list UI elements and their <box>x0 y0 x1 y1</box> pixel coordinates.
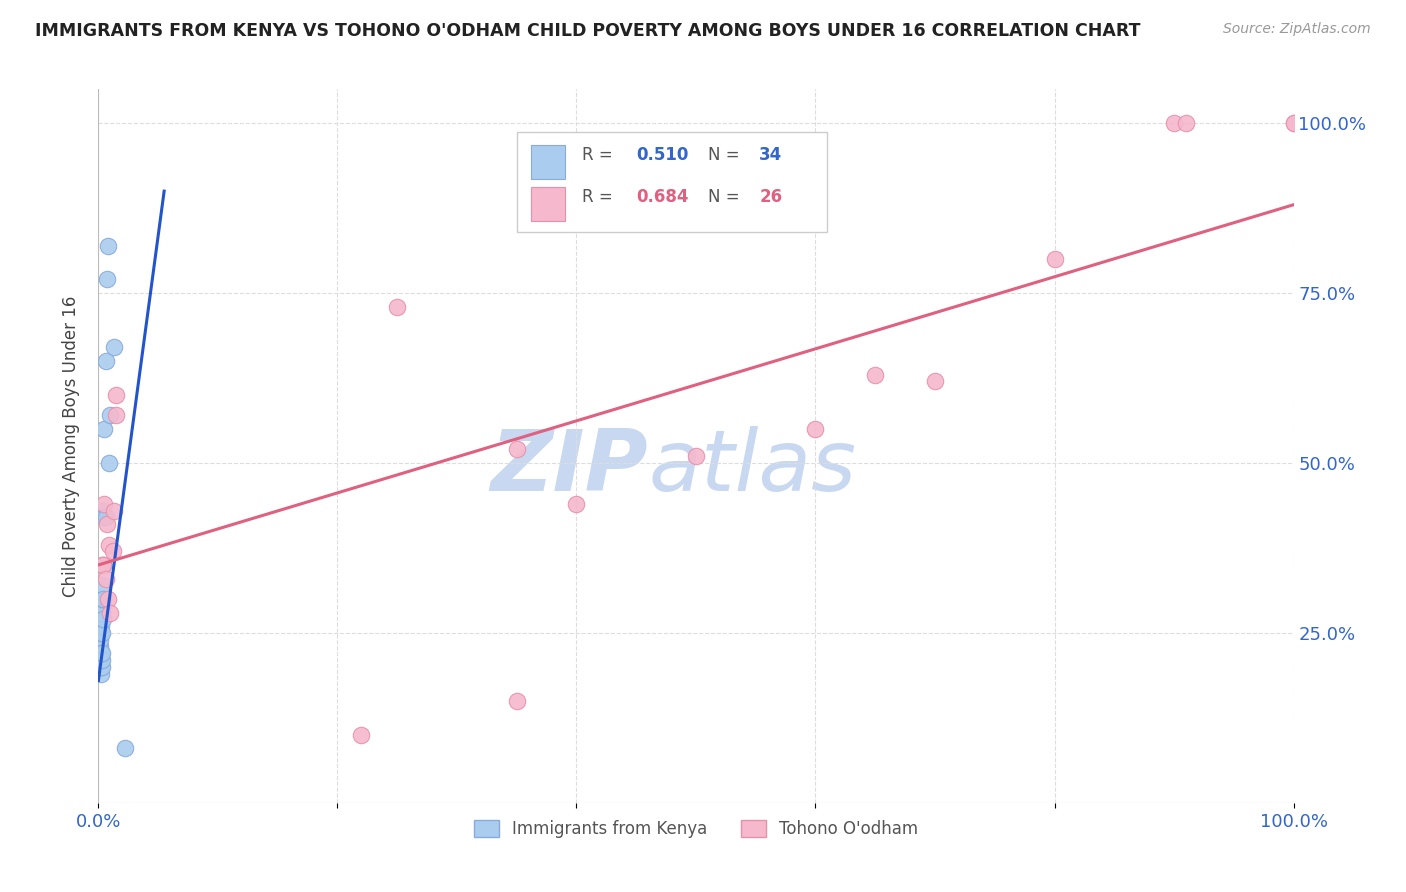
Point <box>90 646 112 660</box>
Point <box>94 510 117 524</box>
Point <box>91 653 114 667</box>
Point <box>89 653 111 667</box>
Point <box>1163 116 1185 130</box>
Point <box>89 646 111 660</box>
Point <box>565 497 588 511</box>
Point <box>93 497 115 511</box>
Point <box>91 606 114 620</box>
Point <box>1282 116 1305 130</box>
Point <box>96 272 118 286</box>
Y-axis label: Child Poverty Among Boys Under 16: Child Poverty Among Boys Under 16 <box>62 295 80 597</box>
Text: IMMIGRANTS FROM KENYA VS TOHONO O'ODHAM CHILD POVERTY AMONG BOYS UNDER 16 CORREL: IMMIGRANTS FROM KENYA VS TOHONO O'ODHAM … <box>35 22 1140 40</box>
Point <box>91 599 114 613</box>
Point <box>91 660 114 674</box>
Point <box>103 341 125 355</box>
Point <box>98 606 122 620</box>
Text: 34: 34 <box>759 146 783 164</box>
Text: 26: 26 <box>759 188 782 206</box>
Point <box>90 626 112 640</box>
Point <box>91 578 114 592</box>
Point <box>93 422 115 436</box>
Point <box>685 449 707 463</box>
Text: ZIP: ZIP <box>491 425 648 509</box>
Text: Source: ZipAtlas.com: Source: ZipAtlas.com <box>1223 22 1371 37</box>
Point <box>94 572 117 586</box>
Point <box>96 517 118 532</box>
Point <box>91 591 114 606</box>
Point <box>1175 116 1198 130</box>
Point <box>103 503 125 517</box>
Point <box>506 694 529 708</box>
Point <box>97 238 120 252</box>
Legend: Immigrants from Kenya, Tohono O'odham: Immigrants from Kenya, Tohono O'odham <box>467 813 925 845</box>
Point <box>97 591 120 606</box>
Point <box>350 728 373 742</box>
Point <box>506 442 529 457</box>
Point <box>924 375 946 389</box>
Point <box>114 741 136 756</box>
Point <box>385 300 409 314</box>
Point <box>804 422 827 436</box>
Point <box>91 558 114 572</box>
Point <box>89 632 111 647</box>
Point <box>89 640 111 654</box>
Text: N =: N = <box>709 146 745 164</box>
Point <box>90 653 112 667</box>
Text: R =: R = <box>582 146 619 164</box>
Point <box>91 626 114 640</box>
Point <box>89 660 111 674</box>
Point <box>90 619 112 633</box>
Text: 0.684: 0.684 <box>637 188 689 206</box>
Point <box>90 666 112 681</box>
Point <box>91 558 114 572</box>
Point <box>1282 116 1305 130</box>
Point <box>105 388 128 402</box>
Point <box>90 660 112 674</box>
Point <box>1043 252 1066 266</box>
Point <box>98 409 122 423</box>
Point <box>98 537 121 551</box>
Point <box>93 510 115 524</box>
Point <box>91 612 114 626</box>
Text: 0.510: 0.510 <box>637 146 689 164</box>
Point <box>90 612 112 626</box>
FancyBboxPatch shape <box>531 186 565 221</box>
Point <box>101 544 124 558</box>
Point <box>865 368 887 382</box>
FancyBboxPatch shape <box>531 145 565 179</box>
Text: N =: N = <box>709 188 745 206</box>
Point <box>91 558 114 572</box>
Point <box>91 591 114 606</box>
Point <box>91 503 114 517</box>
Point <box>105 409 128 423</box>
Point <box>94 354 117 368</box>
Point <box>91 646 114 660</box>
FancyBboxPatch shape <box>517 132 827 232</box>
Text: R =: R = <box>582 188 619 206</box>
Text: atlas: atlas <box>648 425 856 509</box>
Point <box>98 456 121 470</box>
